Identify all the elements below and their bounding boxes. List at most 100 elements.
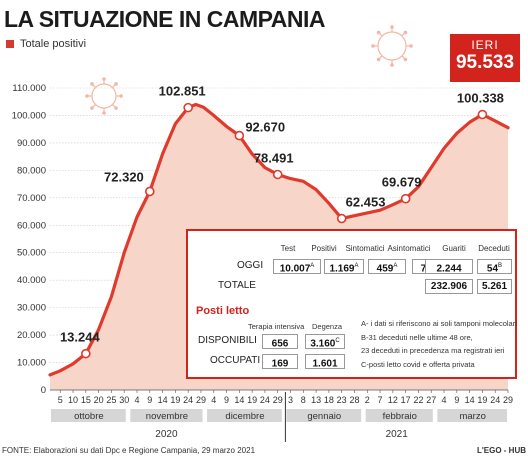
totale-guariti: 232.906 <box>425 279 473 294</box>
virus-icon <box>371 25 413 67</box>
month-band <box>437 409 507 422</box>
y-tick-label: 20.000 <box>17 330 46 341</box>
month-label: novembre <box>146 411 188 422</box>
x-tick-label: 15 <box>81 395 91 405</box>
x-tick-label: 4 <box>211 395 216 405</box>
x-tick-label: 24 <box>183 395 193 405</box>
month-band <box>51 409 126 422</box>
oggi-test: 10.007A <box>273 259 321 274</box>
month-band <box>207 409 282 422</box>
stats-box: Test Positivi Sintomatici Asintomatici G… <box>186 229 517 379</box>
x-tick-label: 17 <box>401 395 411 405</box>
data-label: 78.491 <box>254 151 294 166</box>
disponibili-degenza: 3.160C <box>305 334 345 349</box>
legend-swatch <box>6 40 14 48</box>
note-b: B-31 deceduti nelle ultime 48 ore, <box>361 333 473 342</box>
x-tick-label: 28 <box>349 395 359 405</box>
header-asintomatici: Asintomatici <box>387 244 431 253</box>
year-label: 2020 <box>155 429 178 440</box>
y-tick-label: 10.000 <box>17 358 46 369</box>
oggi-deceduti: 54B <box>477 259 512 274</box>
totale-deceduti: 5.261 <box>477 279 512 294</box>
occupati-degenza: 1.601 <box>305 354 345 369</box>
month-band <box>365 409 433 422</box>
y-tick-label: 90.000 <box>17 138 46 149</box>
header-sintomatici: Sintomatici <box>345 244 385 253</box>
x-tick-label: 9 <box>147 395 152 405</box>
x-tick-label: 29 <box>273 395 283 405</box>
y-tick-label: 70.000 <box>17 193 46 204</box>
x-tick-label: 18 <box>324 395 334 405</box>
row-label-totale: TOTALE <box>218 280 256 291</box>
x-tick-label: 29 <box>196 395 206 405</box>
data-label: 92.670 <box>245 120 285 135</box>
virus-icon <box>85 77 123 115</box>
data-point-marker <box>183 102 193 113</box>
row-label-occupati: OCCUPATI <box>210 355 261 366</box>
ieri-box: IERI 95.533 <box>450 34 520 82</box>
data-point-marker <box>272 169 283 180</box>
x-tick-label: 22 <box>413 395 423 405</box>
x-tick-label: 19 <box>247 395 257 405</box>
area-chart: 0 10.000 20.000 30.000 40.000 50.000 60.000 70.… <box>12 25 513 442</box>
x-tick-label: 20 <box>94 395 104 405</box>
data-point-marker <box>81 348 91 359</box>
x-tick-label: 2 <box>365 395 370 405</box>
month-label: dicembre <box>225 411 264 422</box>
y-axis: 0 10.000 20.000 30.000 40.000 50.000 60.000 70.… <box>12 83 46 396</box>
brand-credit: L'EGO - HUB <box>476 446 526 455</box>
x-tick-label: 8 <box>301 395 306 405</box>
x-tick-label: 30 <box>119 395 129 405</box>
month-band <box>286 409 362 422</box>
x-tick-label: 7 <box>378 395 383 405</box>
occupati-terapia: 169 <box>262 354 298 369</box>
x-tick-label: 25 <box>106 395 116 405</box>
x-tick-label: 14 <box>158 395 168 405</box>
x-tick-label: 4 <box>442 395 447 405</box>
x-tick-label: 4 <box>134 395 139 405</box>
header-terapia-intensiva: Terapia intensiva <box>248 322 305 331</box>
header-deceduti: Deceduti <box>478 244 510 253</box>
x-tick-label: 5 <box>58 395 63 405</box>
data-label: 72.320 <box>104 169 144 184</box>
legend: Totale positivi <box>6 38 86 50</box>
data-label: 69.679 <box>382 175 422 190</box>
x-tick-label: 10 <box>68 395 78 405</box>
note-b-cont: 23 deceduti in precedenza ma registrati … <box>361 346 505 355</box>
data-label: 100.338 <box>457 91 504 106</box>
x-tick-label: 14 <box>234 395 244 405</box>
y-tick-label: 110.000 <box>12 83 46 94</box>
x-tick-label: 27 <box>426 395 436 405</box>
row-label-disponibili: DISPONIBILI <box>198 335 257 346</box>
header-positivi: Positivi <box>311 244 337 253</box>
y-tick-label: 0 <box>41 385 46 396</box>
y-tick-label: 40.000 <box>17 275 46 286</box>
month-label: febbraio <box>383 411 417 422</box>
month-band <box>130 409 203 422</box>
data-point-marker <box>234 130 245 141</box>
x-tick-label: 12 <box>388 395 398 405</box>
oggi-positivi: 1.169A <box>324 259 364 274</box>
y-tick-label: 80.000 <box>17 165 46 176</box>
y-tick-label: 50.000 <box>17 248 46 259</box>
disponibili-terapia: 656 <box>262 334 298 349</box>
x-tick-label: 24 <box>490 395 500 405</box>
x-tick-label: 19 <box>477 395 487 405</box>
y-tick-label: 30.000 <box>17 303 46 314</box>
x-tick-label: 19 <box>170 395 180 405</box>
posti-letto-title: Posti letto <box>196 305 250 317</box>
note-a: A- i dati si riferiscono ai soli tamponi… <box>361 319 517 328</box>
header-degenza: Degenza <box>312 322 343 331</box>
x-tick-label: 13 <box>311 395 321 405</box>
oggi-guariti: 2.244 <box>425 259 473 274</box>
ieri-value: 95.533 <box>455 52 515 73</box>
x-tick-label: 24 <box>260 395 270 405</box>
data-label: 13.244 <box>60 330 101 345</box>
x-tick-label: 9 <box>454 395 459 405</box>
source-note: FONTE: Elaborazioni su dati Dpc e Region… <box>2 446 256 455</box>
data-point-marker <box>336 213 347 224</box>
oggi-sintomatici: 459A <box>368 259 406 274</box>
data-point-marker <box>144 186 155 197</box>
legend-label: Totale positivi <box>20 38 87 50</box>
note-c: C-posti letto covid e offerta privata <box>361 360 475 369</box>
